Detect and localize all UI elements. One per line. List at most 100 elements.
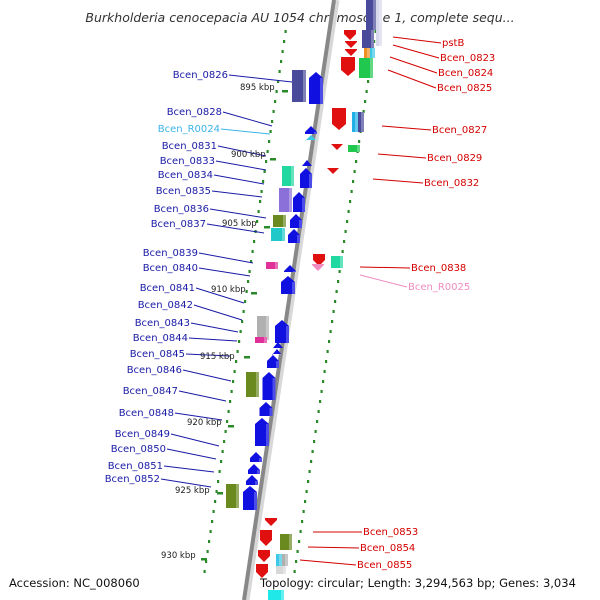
tick-dot: [308, 470, 311, 473]
tick-dot: [251, 250, 254, 253]
forward-gene: [302, 160, 312, 166]
tick-dot: [205, 560, 208, 563]
tick-dot: [244, 300, 247, 303]
tick-dot: [364, 100, 367, 103]
tick-dot: [352, 180, 355, 183]
tick-dot: [341, 250, 344, 253]
reverse-gene: [341, 57, 355, 76]
gene-highlight: [293, 271, 296, 272]
leader-line: [228, 74, 293, 83]
gene-label-left: Bcen_0826: [173, 70, 228, 81]
gene-highlight: [254, 492, 257, 510]
gene-highlight: [371, 30, 374, 48]
tick-dot: [353, 170, 356, 173]
kbp-tick-mark: [282, 90, 288, 93]
tick-dot: [268, 140, 271, 143]
forward-gene: [262, 372, 276, 400]
forward-gene: [284, 265, 296, 272]
tick-dot: [226, 420, 229, 423]
kbp-tick-mark: [217, 492, 223, 495]
tick-dot: [274, 100, 277, 103]
gene-highlight: [276, 361, 279, 368]
tick-dot: [262, 180, 265, 183]
tick-dot: [310, 460, 313, 463]
cog-box: [282, 554, 288, 566]
tick-dot-tracks: [203, 30, 377, 573]
cog-box: [273, 215, 286, 227]
gene-label-left: Bcen_0828: [167, 107, 222, 118]
forward-gene: [255, 418, 269, 446]
gene-highlight: [279, 554, 282, 566]
tick-dot: [215, 490, 218, 493]
forward-gene: [273, 342, 283, 348]
gene-label-right: Bcen_0825: [437, 83, 492, 94]
gene-highlight: [283, 215, 286, 227]
gene-highlight: [256, 372, 259, 397]
reverse-gene: [332, 108, 346, 130]
gene-highlight: [303, 70, 306, 102]
reverse-gene: [313, 254, 325, 266]
cog-box: [366, 0, 376, 30]
gene-label-right: Bcen_0827: [432, 125, 487, 136]
gene-highlight: [286, 326, 289, 343]
tick-dot: [302, 510, 305, 513]
tick-dot: [331, 320, 334, 323]
gene-label-right: Bcen_0823: [440, 53, 495, 64]
accession-text: Accession: NC_008060: [9, 576, 140, 590]
kbp-tick-label: 895 kbp: [240, 83, 275, 93]
leader-line: [307, 546, 360, 549]
leader-line: [195, 287, 245, 304]
gene-label-left: Bcen_0837: [151, 219, 206, 230]
tick-dot: [347, 210, 350, 213]
cog-box: [266, 262, 278, 269]
leader-line: [211, 190, 263, 198]
cog-box: [279, 188, 292, 212]
tick-dot: [367, 80, 370, 83]
kbp-tick-label: 925 kbp: [175, 486, 210, 496]
tick-dot: [280, 60, 283, 63]
tick-dot: [233, 370, 236, 373]
topology-text: Topology: circular; Length: 3,294,563 bp…: [260, 576, 576, 590]
leader-line: [178, 390, 227, 402]
tick-dot: [298, 540, 301, 543]
gene-label-left: Bcen_0834: [158, 170, 213, 181]
tick-dot: [271, 120, 274, 123]
gene-label-right: Bcen_R0025: [408, 282, 470, 293]
gene-highlight: [266, 316, 269, 340]
tick-dot: [272, 110, 275, 113]
tick-dot: [296, 550, 299, 553]
leader-line: [213, 174, 265, 185]
gene-label-right: Bcen_0853: [363, 527, 418, 538]
tick-dot: [217, 480, 220, 483]
gene-highlight: [370, 58, 373, 78]
cog-box: [331, 256, 343, 268]
reverse-gene: [256, 564, 268, 578]
gene-highlight: [255, 481, 258, 485]
gene-highlight: [314, 140, 317, 141]
tick-dot: [355, 160, 358, 163]
reverse-gene: [265, 518, 277, 526]
kbp-tick-labels: 895 kbp 900 kbp 905 kbp 910 kbp 915 kbp 920 k…: [161, 83, 288, 561]
gene-label-left: Bcen_0843: [135, 318, 190, 329]
gene-highlight: [314, 132, 317, 134]
tick-dot: [323, 370, 326, 373]
gene-label-right: Bcen_0832: [424, 178, 479, 189]
tick-dot: [218, 470, 221, 473]
leader-line: [163, 465, 215, 473]
kbp-tick-label: 930 kbp: [161, 551, 196, 561]
gene-label-left: Bcen_0849: [115, 429, 170, 440]
cog-box: [364, 48, 370, 58]
gene-highlight: [282, 228, 285, 241]
tick-dot: [206, 550, 209, 553]
forward-gene: [272, 349, 282, 355]
leader-line: [198, 267, 251, 277]
cog-box: [359, 58, 373, 78]
reverse-gene: [258, 550, 270, 562]
gene-highlight: [373, 0, 376, 30]
tick-dot: [373, 40, 376, 43]
tick-dot: [304, 500, 307, 503]
cog-box: [362, 30, 374, 48]
gene-label-right: Bcen_0824: [438, 68, 493, 79]
tick-dot: [374, 30, 377, 33]
tick-dot: [283, 40, 286, 43]
